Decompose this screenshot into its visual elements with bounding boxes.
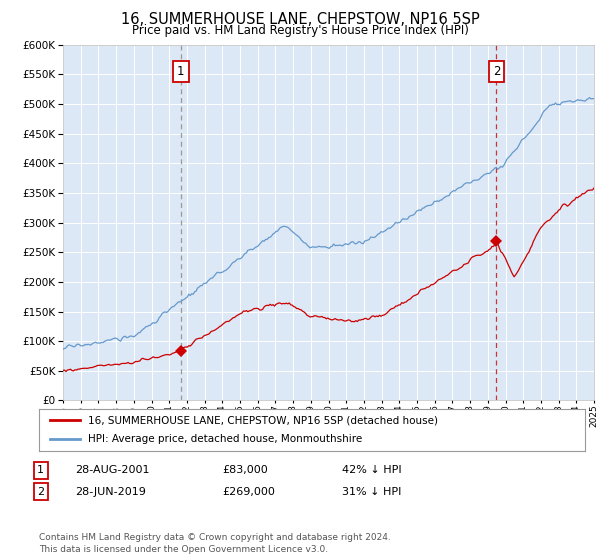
Text: HPI: Average price, detached house, Monmouthshire: HPI: Average price, detached house, Monm… [88,435,362,445]
Text: 16, SUMMERHOUSE LANE, CHEPSTOW, NP16 5SP (detached house): 16, SUMMERHOUSE LANE, CHEPSTOW, NP16 5SP… [88,415,438,425]
Text: £269,000: £269,000 [222,487,275,497]
Text: 1: 1 [177,65,185,78]
Text: 31% ↓ HPI: 31% ↓ HPI [342,487,401,497]
Text: 42% ↓ HPI: 42% ↓ HPI [342,465,401,475]
Text: This data is licensed under the Open Government Licence v3.0.: This data is licensed under the Open Gov… [39,545,328,554]
Text: 28-JUN-2019: 28-JUN-2019 [75,487,146,497]
Text: Contains HM Land Registry data © Crown copyright and database right 2024.: Contains HM Land Registry data © Crown c… [39,533,391,542]
Text: 2: 2 [493,65,500,78]
Text: Price paid vs. HM Land Registry's House Price Index (HPI): Price paid vs. HM Land Registry's House … [131,24,469,36]
Text: 16, SUMMERHOUSE LANE, CHEPSTOW, NP16 5SP: 16, SUMMERHOUSE LANE, CHEPSTOW, NP16 5SP [121,12,479,27]
Text: 2: 2 [37,487,44,497]
Text: 1: 1 [37,465,44,475]
Text: 28-AUG-2001: 28-AUG-2001 [75,465,149,475]
Text: £83,000: £83,000 [222,465,268,475]
